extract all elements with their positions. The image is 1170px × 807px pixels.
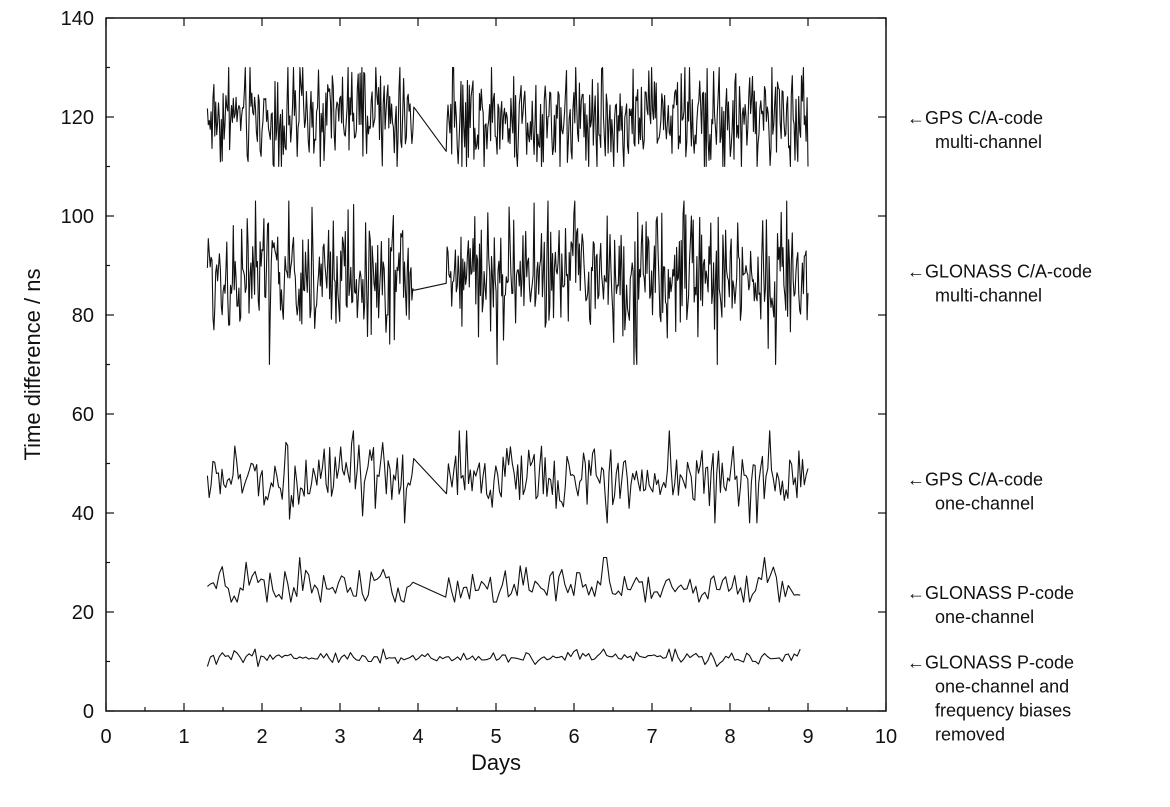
y-tick-label: 40 xyxy=(72,503,94,525)
series-annotation-line: ←GLONASS P-code xyxy=(907,583,1074,603)
y-axis-label: Time difference / ns xyxy=(20,269,45,461)
x-tick-label: 1 xyxy=(178,726,189,748)
series-annotation-line: multi-channel xyxy=(935,285,1042,305)
series-lines xyxy=(206,66,809,668)
x-tick-label: 4 xyxy=(412,726,423,748)
x-tick-label: 2 xyxy=(256,726,267,748)
y-tick-label: 140 xyxy=(61,8,94,30)
x-tick-label: 6 xyxy=(568,726,579,748)
y-tick-label: 20 xyxy=(72,602,94,624)
series-annotation-line: ←GLONASS C/A-code xyxy=(907,261,1092,281)
x-tick-label: 5 xyxy=(490,726,501,748)
series-annotations: ←GPS C/A-code multi-channel ←GLONASS C/A-c… xyxy=(907,108,1092,745)
series-annotation-line: one-channel and xyxy=(935,677,1069,697)
series-line-5 xyxy=(206,648,801,668)
series-annotation-line: frequency biases xyxy=(935,701,1071,721)
x-tick-label: 7 xyxy=(646,726,657,748)
x-tick-label: 10 xyxy=(875,726,897,748)
series-annotation-line: one-channel xyxy=(935,493,1034,513)
y-tick-label: 100 xyxy=(61,206,94,228)
y-tick-label: 120 xyxy=(61,107,94,129)
series-annotation-line: ←GPS C/A-code xyxy=(907,469,1043,489)
series-line-1 xyxy=(206,66,809,168)
series-line-4 xyxy=(207,556,801,603)
y-axis-ticks: 0 20 40 60 80 100 120 140 xyxy=(61,8,886,723)
series-annotation-line: removed xyxy=(935,725,1005,745)
x-axis-label: Days xyxy=(471,750,521,775)
y-tick-label: 60 xyxy=(72,404,94,426)
x-axis-ticks: 0 1 2 3 4 5 6 7 8 9 10 xyxy=(100,18,897,748)
x-tick-label: 3 xyxy=(334,726,345,748)
x-tick-label: 8 xyxy=(724,726,735,748)
y-tick-label: 0 xyxy=(83,701,94,723)
series-annotation-line: one-channel xyxy=(935,607,1034,627)
series-line-3 xyxy=(206,430,809,524)
y-tick-label: 80 xyxy=(72,305,94,327)
series-line-2 xyxy=(206,200,809,366)
series-annotation-line: ←GPS C/A-code xyxy=(907,108,1043,128)
series-annotation-line: multi-channel xyxy=(935,132,1042,152)
x-tick-label: 9 xyxy=(802,726,813,748)
x-tick-label: 0 xyxy=(100,726,111,748)
series-annotation-line: ←GLONASS P-code xyxy=(907,653,1074,673)
